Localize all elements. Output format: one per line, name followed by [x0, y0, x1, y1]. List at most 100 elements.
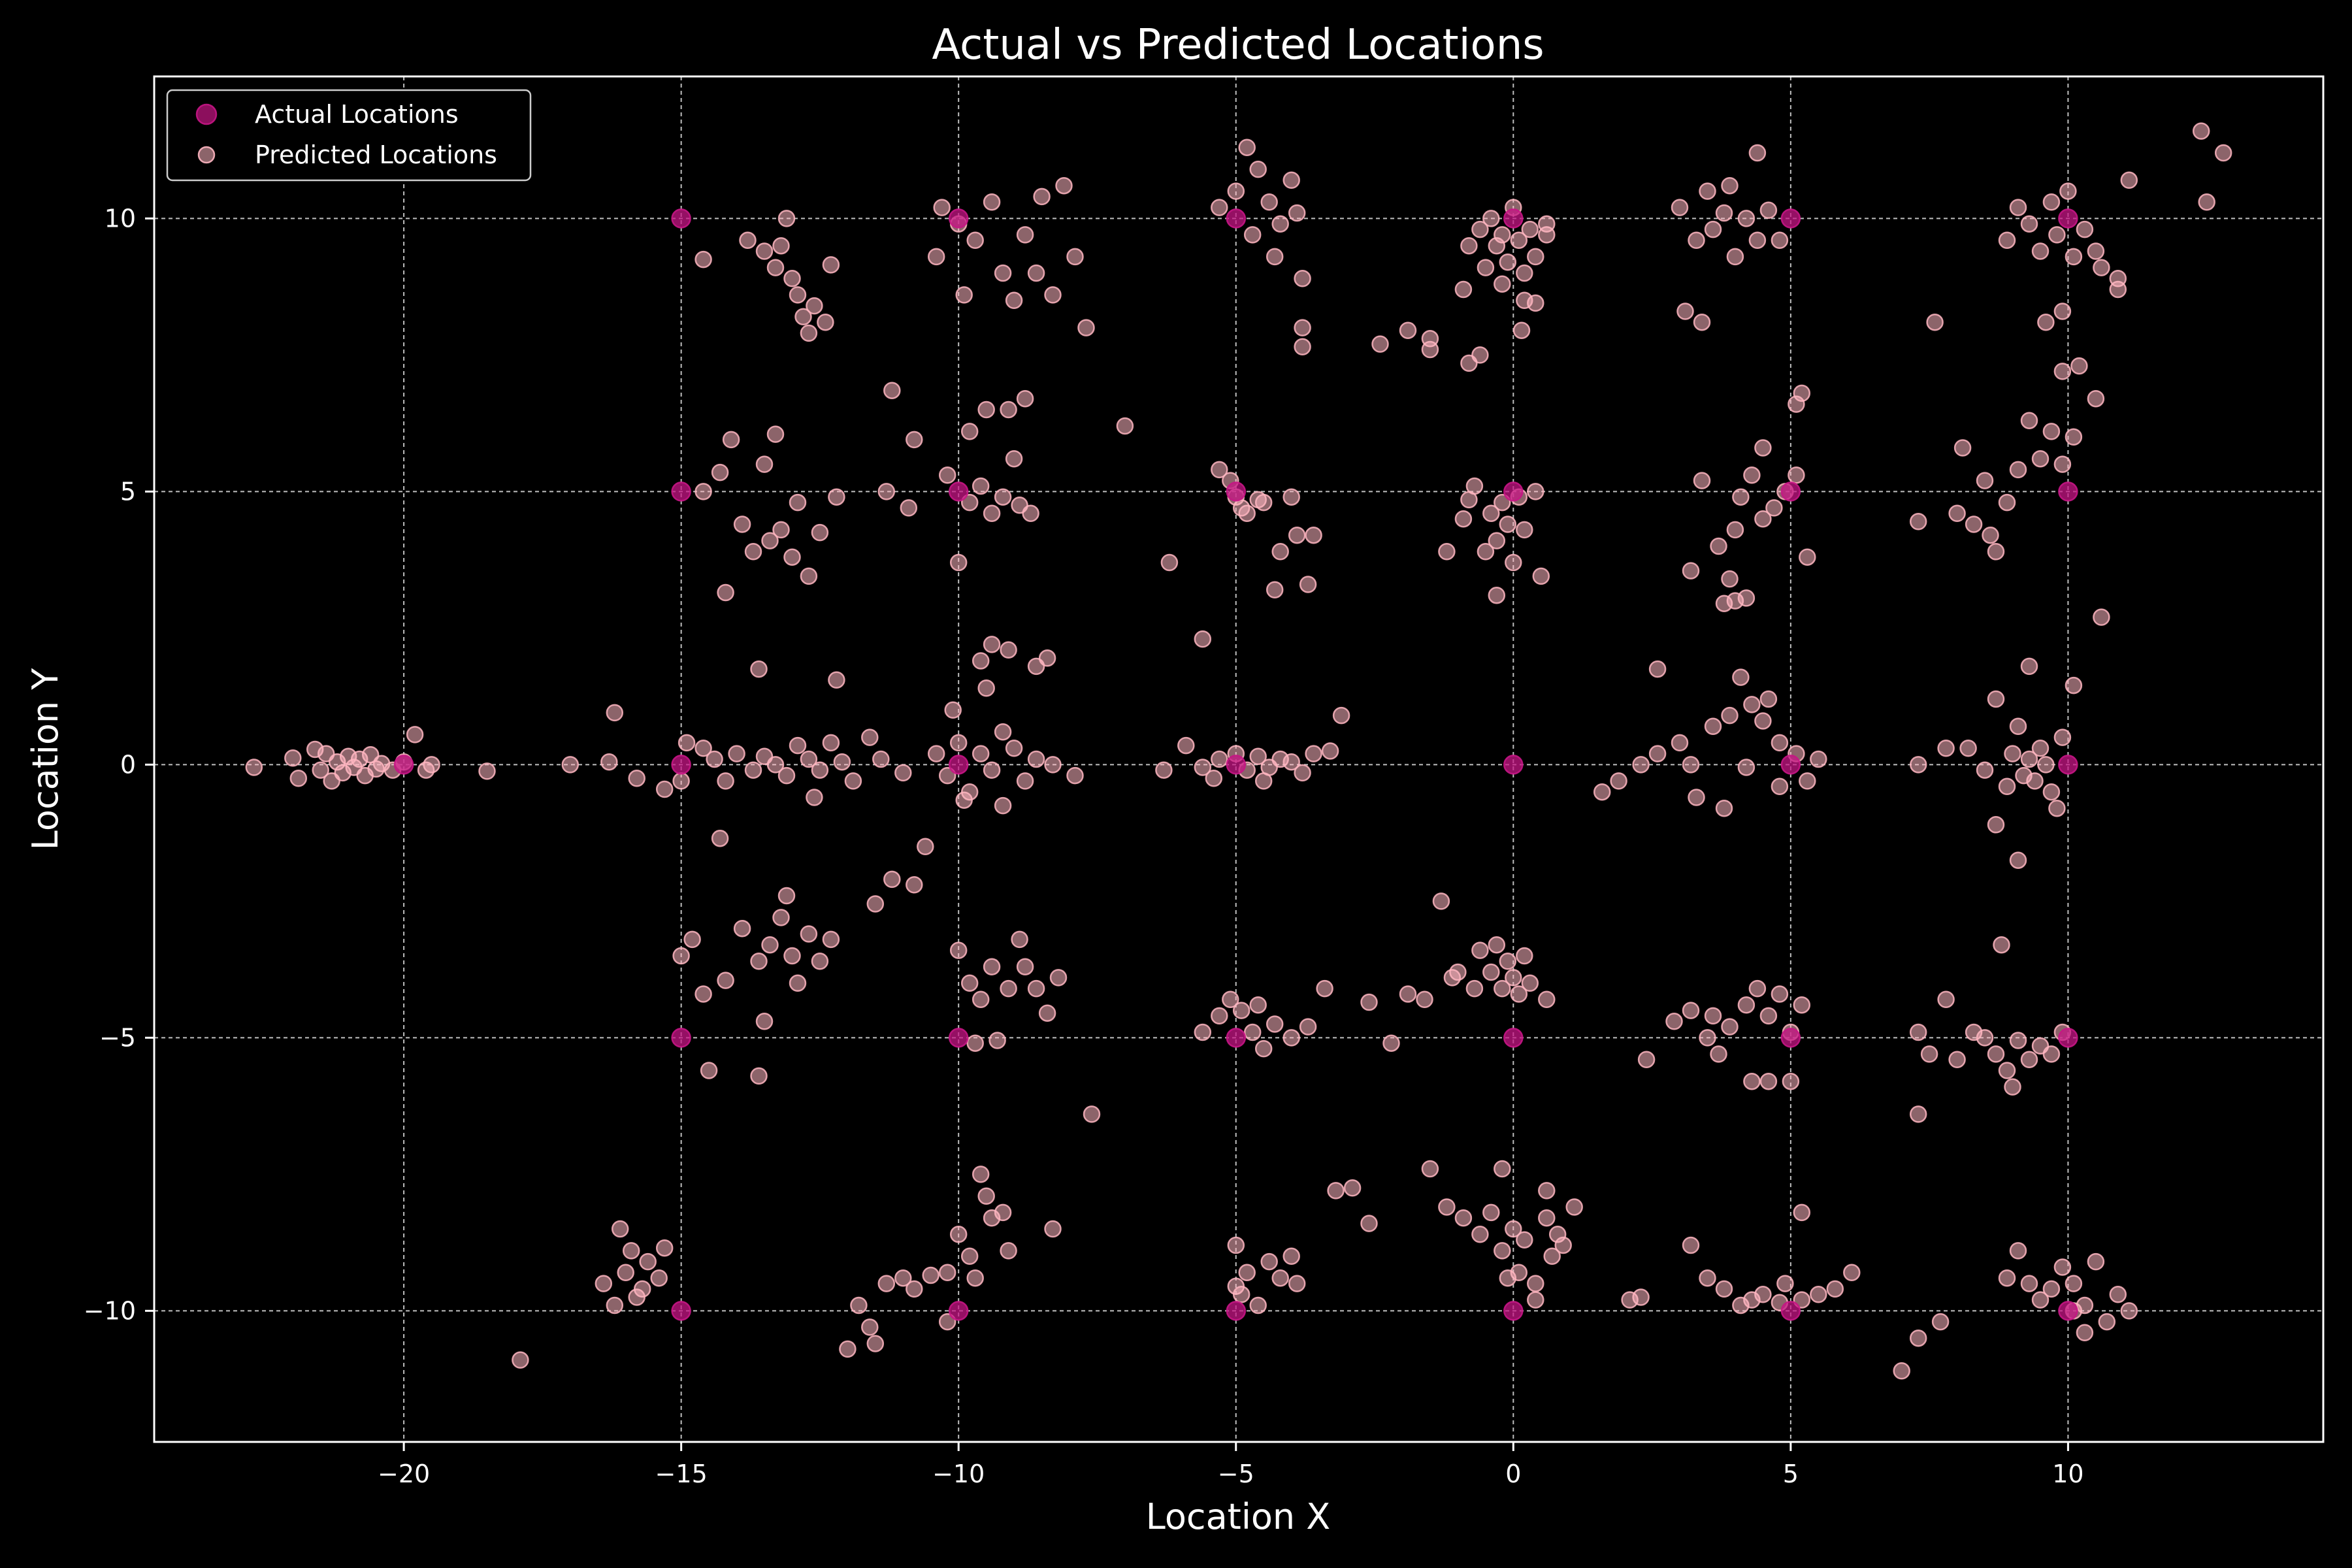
predicted-point — [1737, 759, 1756, 776]
predicted-point — [1454, 280, 1473, 299]
predicted-point — [1266, 1015, 1284, 1033]
predicted-point — [1648, 745, 1667, 762]
predicted-point — [1743, 1072, 1761, 1090]
predicted-point — [1909, 756, 1927, 774]
predicted-point — [1155, 761, 1173, 779]
predicted-point — [1305, 526, 1322, 544]
predicted-point — [1688, 231, 1705, 250]
actual-point — [1226, 1028, 1247, 1048]
predicted-point — [1238, 504, 1256, 523]
predicted-point — [1077, 319, 1095, 336]
predicted-point — [2020, 657, 2038, 676]
predicted-point — [861, 1318, 879, 1336]
actual-point — [2058, 755, 2078, 775]
predicted-point — [800, 567, 818, 585]
predicted-point — [1399, 321, 1417, 339]
predicted-point — [1909, 1023, 1927, 1041]
predicted-point — [1826, 1280, 1844, 1298]
predicted-point — [1160, 553, 1179, 572]
predicted-point — [1005, 291, 1023, 310]
predicted-point — [1987, 816, 2005, 834]
predicted-point — [2065, 428, 2083, 446]
predicted-point — [883, 870, 901, 889]
predicted-point — [972, 1166, 990, 1183]
predicted-point — [711, 463, 729, 482]
predicted-point — [733, 515, 751, 533]
predicted-point — [2042, 1045, 2061, 1063]
predicted-point — [983, 504, 1001, 523]
predicted-point — [783, 548, 801, 566]
predicted-point — [1759, 1007, 1778, 1025]
predicted-point — [1194, 630, 1212, 648]
y-tick-label: 0 — [120, 750, 136, 779]
predicted-point — [1771, 734, 1789, 752]
predicted-point — [1271, 1269, 1289, 1287]
predicted-point — [2053, 728, 2072, 746]
predicted-point — [789, 493, 807, 512]
predicted-point — [1726, 248, 1744, 266]
predicted-point — [772, 237, 790, 255]
predicted-point — [789, 974, 807, 992]
predicted-point — [717, 772, 734, 790]
predicted-point — [1055, 176, 1073, 195]
predicted-point — [1316, 979, 1333, 998]
predicted-point — [1632, 1288, 1650, 1306]
predicted-point — [844, 772, 862, 790]
predicted-point — [1449, 963, 1467, 981]
predicted-point — [811, 953, 829, 970]
actual-point — [1503, 208, 1524, 229]
actual-point — [948, 1301, 969, 1321]
predicted-point — [1737, 589, 1756, 607]
predicted-point — [761, 532, 779, 549]
predicted-point — [1771, 985, 1789, 1003]
predicted-point — [1743, 466, 1761, 484]
predicted-point — [1499, 253, 1517, 271]
predicted-point — [1249, 1296, 1267, 1315]
predicted-point — [1987, 690, 2005, 708]
actual-point — [671, 1301, 691, 1321]
y-tick-label: 5 — [120, 477, 136, 506]
predicted-point — [1715, 204, 1733, 222]
predicted-point — [949, 734, 968, 752]
predicted-point — [800, 925, 818, 943]
predicted-point — [1776, 1275, 1794, 1292]
predicted-point — [1482, 1203, 1500, 1222]
predicted-point — [1732, 668, 1750, 686]
predicted-point — [2109, 1286, 2127, 1303]
predicted-point — [1976, 472, 1994, 489]
predicted-point — [1982, 526, 1999, 544]
predicted-point — [1494, 226, 1511, 244]
predicted-point — [994, 796, 1012, 815]
predicted-point — [1232, 1002, 1250, 1019]
predicted-point — [2009, 717, 2027, 736]
actual-point — [1780, 755, 1801, 775]
predicted-point — [1038, 649, 1056, 667]
predicted-point — [1005, 740, 1023, 757]
predicted-point — [1737, 210, 1756, 227]
predicted-point — [960, 974, 979, 992]
predicted-point — [1027, 750, 1045, 768]
predicted-point — [1759, 690, 1778, 708]
predicted-point — [960, 1247, 979, 1266]
predicted-point — [1011, 930, 1028, 949]
predicted-point — [894, 1269, 912, 1287]
predicted-point — [1759, 1072, 1778, 1090]
predicted-point — [1243, 1023, 1262, 1041]
predicted-point — [983, 636, 1001, 653]
predicted-point — [1748, 144, 1767, 162]
predicted-point — [1282, 488, 1300, 506]
predicted-point — [1948, 1051, 1966, 1069]
predicted-point — [1793, 384, 1811, 402]
predicted-point — [2053, 1258, 2072, 1276]
predicted-point — [1699, 1269, 1716, 1287]
predicted-point — [1699, 1029, 1716, 1047]
predicted-point — [1671, 199, 1689, 216]
predicted-point — [1066, 766, 1084, 785]
predicted-point — [1494, 979, 1511, 998]
predicted-point — [994, 488, 1012, 506]
actual-point — [671, 1028, 691, 1048]
actual-point — [1780, 1028, 1801, 1048]
actual-point — [948, 208, 969, 229]
predicted-point — [1516, 947, 1533, 965]
predicted-point — [1321, 742, 1339, 760]
